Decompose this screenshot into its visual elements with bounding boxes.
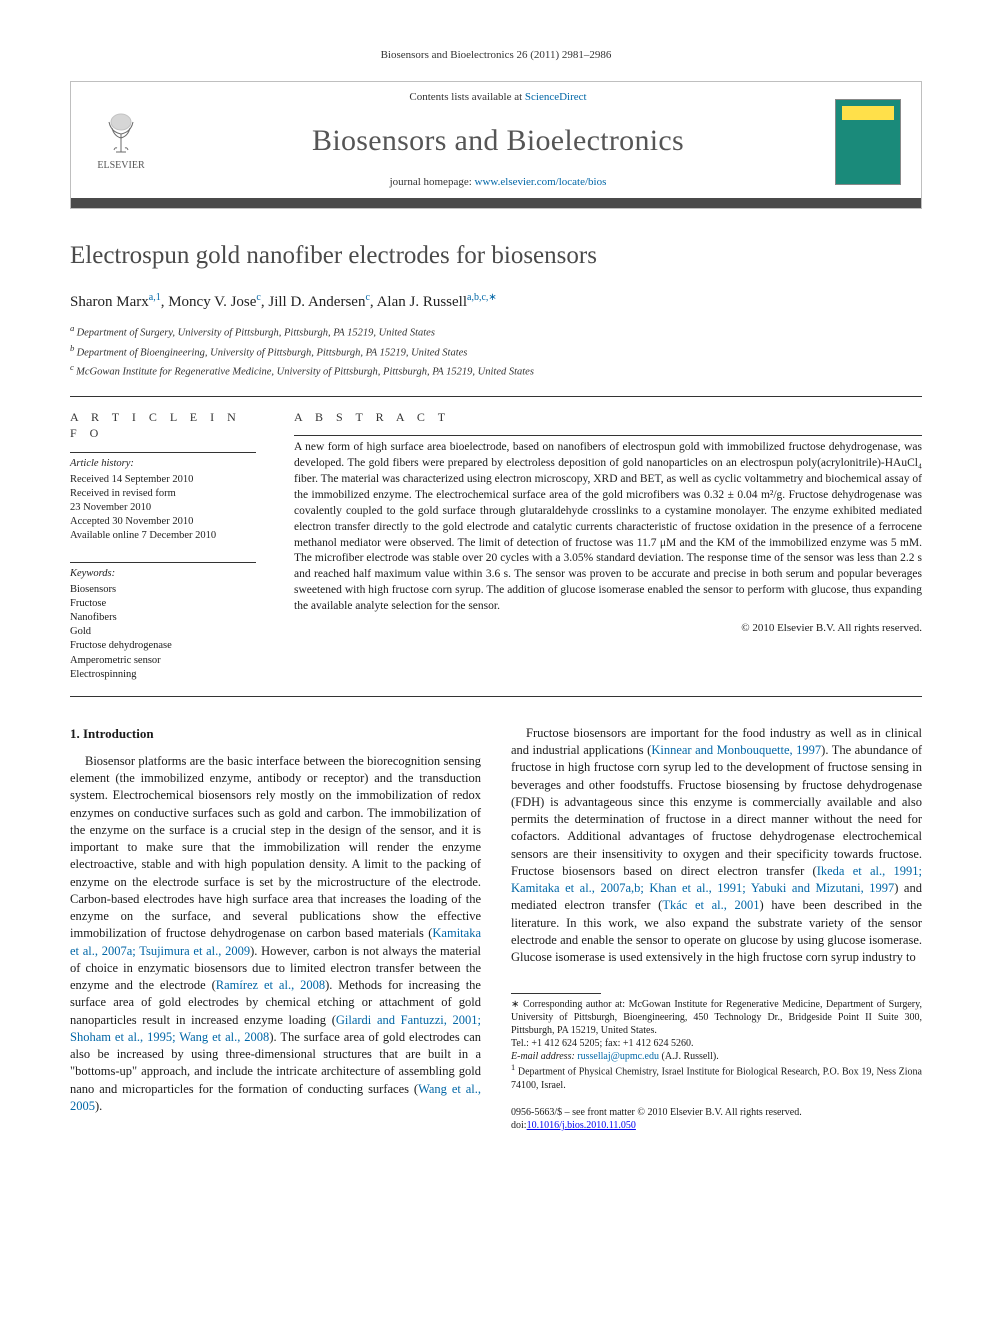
keyword: Gold bbox=[70, 625, 256, 639]
contents-prefix: Contents lists available at bbox=[409, 91, 524, 103]
body-text: ). The abundance of fructose in high fru… bbox=[511, 743, 922, 878]
sciencedirect-link[interactable]: ScienceDirect bbox=[525, 91, 587, 103]
keyword: Fructose dehydrogenase bbox=[70, 639, 256, 653]
history-line: Received in revised form bbox=[70, 487, 256, 501]
author-sup: a,b,c, bbox=[467, 292, 488, 303]
email-line: E-mail address: russellaj@upmc.edu (A.J.… bbox=[511, 1050, 922, 1063]
article-info-sidebar: A R T I C L E I N F O Article history: R… bbox=[70, 401, 256, 682]
affiliation-line: a Department of Surgery, University of P… bbox=[70, 322, 922, 341]
author-sup: c bbox=[256, 292, 260, 303]
affiliations: a Department of Surgery, University of P… bbox=[70, 322, 922, 380]
body-columns: 1. Introduction Biosensor platforms are … bbox=[70, 725, 922, 1132]
footnotes: ∗ Corresponding author at: McGowan Insti… bbox=[511, 988, 922, 1091]
article-info-heading: A R T I C L E I N F O bbox=[70, 409, 256, 441]
keyword: Electrospinning bbox=[70, 668, 256, 682]
elsevier-tree-icon bbox=[99, 112, 143, 156]
author-sup: c bbox=[365, 292, 369, 303]
citation-link[interactable]: Ramírez et al., 2008 bbox=[216, 978, 325, 992]
keyword: Biosensors bbox=[70, 583, 256, 597]
history-line: Received 14 September 2010 bbox=[70, 473, 256, 487]
authors: Sharon Marxa,1, Moncy V. Josec, Jill D. … bbox=[70, 291, 922, 312]
affiliation-line: c McGowan Institute for Regenerative Med… bbox=[70, 361, 922, 380]
doi-link[interactable]: 10.1016/j.bios.2010.11.050 bbox=[527, 1120, 636, 1131]
footnote-text: Department of Physical Chemistry, Israel… bbox=[511, 1067, 922, 1091]
corresponding-star-icon: ∗ bbox=[488, 292, 496, 303]
author: Alan J. Russell bbox=[377, 294, 467, 310]
body-text: Biosensor platforms are the basic interf… bbox=[70, 754, 481, 941]
body-paragraph: Biosensor platforms are the basic interf… bbox=[70, 753, 481, 1115]
author: Jill D. Andersen bbox=[268, 294, 365, 310]
keyword: Fructose bbox=[70, 597, 256, 611]
divider bbox=[70, 562, 256, 563]
copyright-line: © 2010 Elsevier B.V. All rights reserved… bbox=[294, 621, 922, 636]
corresponding-author-note: ∗ Corresponding author at: McGowan Insti… bbox=[511, 998, 922, 1037]
front-matter-line: 0956-5663/$ – see front matter © 2010 El… bbox=[511, 1106, 922, 1119]
header-darkbar bbox=[71, 198, 921, 208]
author: Moncy V. Jose bbox=[168, 294, 256, 310]
affil-sup: c bbox=[70, 362, 76, 372]
body-paragraph: Fructose biosensors are important for th… bbox=[511, 725, 922, 967]
body-text: ). bbox=[95, 1099, 102, 1113]
keyword: Amperometric sensor bbox=[70, 654, 256, 668]
footnote-text: Corresponding author at: McGowan Institu… bbox=[511, 999, 922, 1036]
publisher-name: ELSEVIER bbox=[81, 159, 161, 173]
affil-sup: a bbox=[70, 323, 77, 333]
running-head: Biosensors and Bioelectronics 26 (2011) … bbox=[70, 48, 922, 63]
journal-name: Biosensors and Bioelectronics bbox=[161, 121, 835, 162]
journal-cover-thumb bbox=[835, 99, 901, 185]
author-sup: a,1 bbox=[149, 292, 161, 303]
divider bbox=[70, 696, 922, 697]
homepage-prefix: journal homepage: bbox=[390, 176, 475, 188]
article-title: Electrospun gold nanofiber electrodes fo… bbox=[70, 239, 922, 273]
author-footnote-1: 1 Department of Physical Chemistry, Isra… bbox=[511, 1063, 922, 1091]
keyword: Nanofibers bbox=[70, 611, 256, 625]
keywords-heading: Keywords: bbox=[70, 567, 256, 581]
author: Sharon Marx bbox=[70, 294, 149, 310]
homepage-link[interactable]: www.elsevier.com/locate/bios bbox=[475, 176, 607, 188]
history-line: 23 November 2010 bbox=[70, 501, 256, 515]
publication-line: 0956-5663/$ – see front matter © 2010 El… bbox=[511, 1106, 922, 1132]
email-who: (A.J. Russell). bbox=[659, 1051, 719, 1062]
history-heading: Article history: bbox=[70, 457, 256, 471]
doi-label: doi: bbox=[511, 1120, 527, 1131]
publisher-logo: ELSEVIER bbox=[81, 112, 161, 173]
abstract-block: A B S T R A C T A new form of high surfa… bbox=[294, 401, 922, 682]
affiliation-line: b Department of Bioengineering, Universi… bbox=[70, 342, 922, 361]
email-label: E-mail address: bbox=[511, 1051, 577, 1062]
abstract-text: A new form of high surface area bioelect… bbox=[294, 440, 922, 614]
tel-fax: Tel.: +1 412 624 5205; fax: +1 412 624 5… bbox=[511, 1037, 922, 1050]
abstract-heading: A B S T R A C T bbox=[294, 409, 922, 425]
citation-link[interactable]: Tkác et al., 2001 bbox=[662, 898, 759, 912]
email-link[interactable]: russellaj@upmc.edu bbox=[577, 1051, 659, 1062]
divider bbox=[294, 435, 922, 436]
divider bbox=[70, 452, 256, 453]
divider bbox=[70, 396, 922, 397]
contents-line: Contents lists available at ScienceDirec… bbox=[161, 90, 835, 105]
affil-sup: b bbox=[70, 343, 77, 353]
journal-header: ELSEVIER Contents lists available at Sci… bbox=[70, 81, 922, 209]
citation-link[interactable]: Kinnear and Monbouquette, 1997 bbox=[651, 743, 821, 757]
section-heading: 1. Introduction bbox=[70, 725, 481, 743]
keywords-list: BiosensorsFructoseNanofibersGoldFructose… bbox=[70, 583, 256, 682]
footnote-rule bbox=[511, 993, 601, 994]
history-line: Available online 7 December 2010 bbox=[70, 529, 256, 543]
history-line: Accepted 30 November 2010 bbox=[70, 515, 256, 529]
homepage-line: journal homepage: www.elsevier.com/locat… bbox=[161, 175, 835, 190]
history-lines: Received 14 September 2010Received in re… bbox=[70, 473, 256, 544]
